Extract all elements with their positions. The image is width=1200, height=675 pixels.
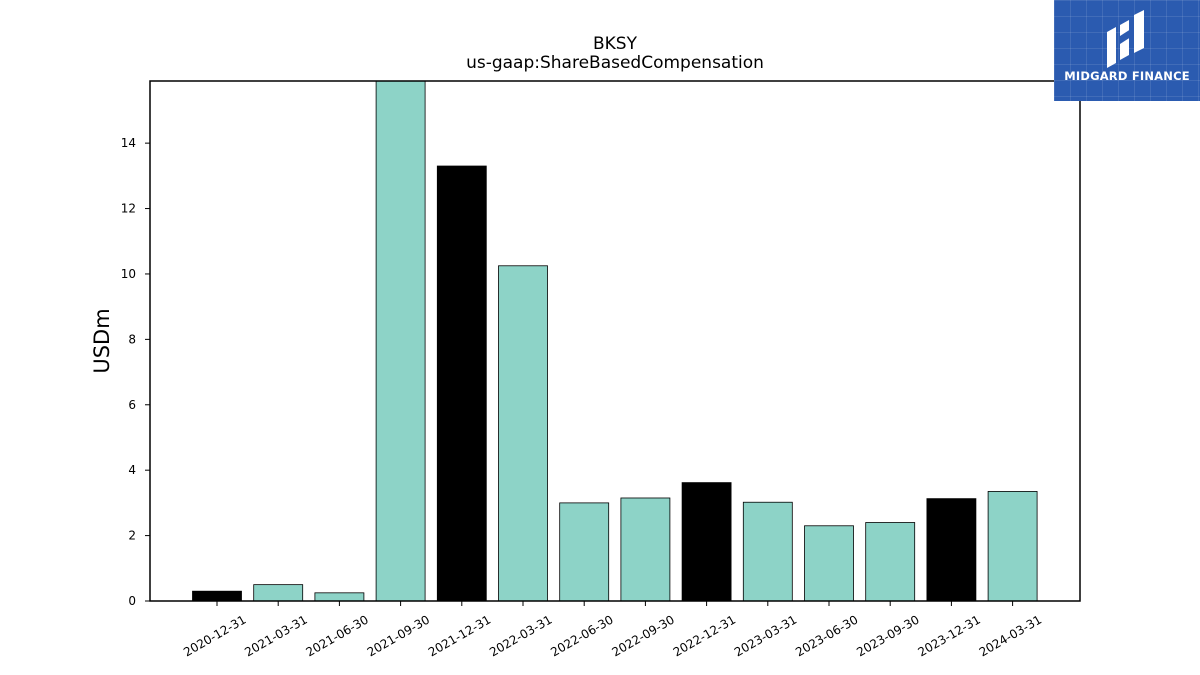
bar [559,502,610,602]
bar [987,491,1038,602]
y-tick-label: 2 [128,529,136,543]
x-axis: 2020-12-312021-03-312021-06-302021-09-30… [181,601,1044,659]
x-tick-label: 2021-09-30 [365,612,432,659]
plot-frame [149,80,1081,602]
bars-group [192,80,1038,602]
y-tick-label: 8 [128,332,136,346]
x-tick-label: 2021-03-31 [242,612,309,659]
bar [620,497,671,602]
bar [253,584,304,602]
y-tick-label: 10 [121,267,136,281]
bar [742,501,793,602]
bar [192,590,242,602]
x-tick-label: 2022-09-30 [609,612,676,659]
y-tick-label: 14 [121,136,136,150]
x-tick-label: 2022-03-31 [487,612,554,659]
x-tick-label: 2023-06-30 [793,612,860,659]
x-tick-label: 2022-06-30 [548,612,615,659]
y-axis-label: USDm [90,308,114,373]
chart-subtitle: us-gaap:ShareBasedCompensation [466,53,764,73]
y-tick-label: 6 [128,398,136,412]
bar [681,482,732,602]
x-tick-label: 2024-03-31 [977,612,1044,659]
brand-name: MIDGARD FINANCE [1064,69,1190,83]
y-axis: 0 2 4 6 8 10 12 14 [121,136,150,608]
y-tick-label: 4 [128,463,136,477]
bar [865,522,916,602]
bar [375,80,426,602]
x-tick-label: 2021-06-30 [303,612,370,659]
bar [436,165,487,602]
x-tick-label: 2023-09-30 [854,612,921,659]
x-tick-label: 2023-03-31 [732,612,799,659]
x-tick-label: 2020-12-31 [181,612,248,659]
midgard-logo-icon [1107,10,1144,68]
bar [926,498,977,602]
bar [314,592,365,602]
x-tick-label: 2023-12-31 [915,612,982,659]
x-tick-label: 2022-12-31 [671,612,738,659]
bar [804,525,854,602]
x-tick-label: 2021-12-31 [426,612,493,659]
brand-logo: MIDGARD FINANCE [1054,0,1200,101]
y-tick-label: 0 [128,594,136,608]
y-tick-label: 12 [121,202,136,216]
bar [498,265,548,602]
chart-title: BKSY [593,34,638,54]
